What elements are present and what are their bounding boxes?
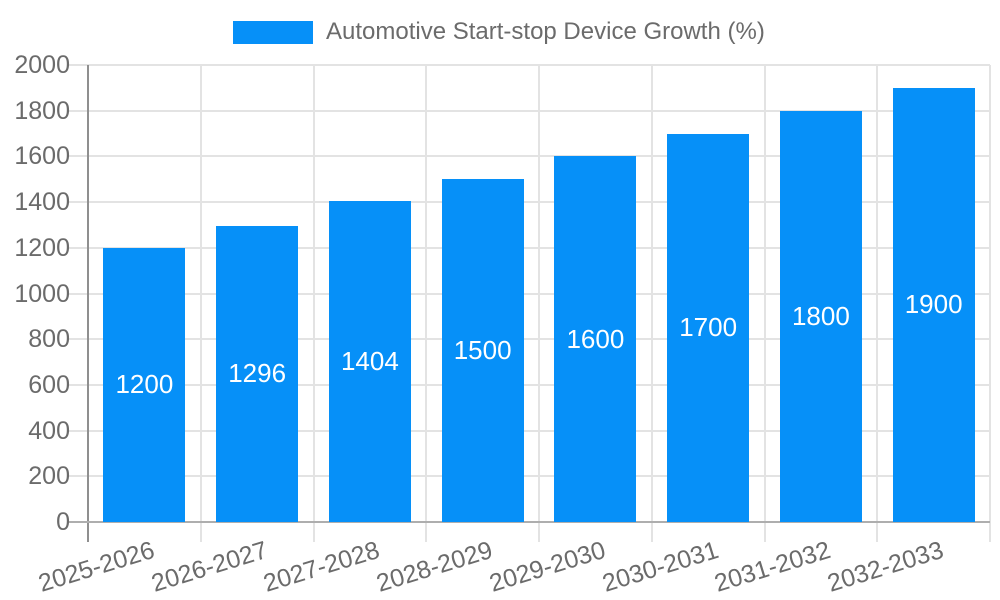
y-tick-label: 2000 [14,51,70,79]
bar-value-label: 1600 [566,323,625,354]
y-axis-line [87,65,89,542]
bar-value-label: 1200 [115,369,174,400]
chart-legend[interactable]: Automotive Start-stop Device Growth (%) [233,20,765,44]
x-tick-label: 2027-2028 [260,536,384,598]
x-tick-label: 2026-2027 [147,536,271,598]
plot-area: 1200 1296 1404 1500 1600 1700 1800 1900 [67,64,991,542]
x-tick-label: 2025-2026 [35,536,158,598]
h-gridline [67,338,990,341]
v-gridline [650,65,653,542]
bar-value-label: 1700 [679,312,738,343]
y-tick-label: 800 [28,325,70,354]
bar-value-label: 1900 [904,289,963,320]
v-gridline [199,65,202,542]
x-tick-label: 2030-2031 [598,536,722,598]
y-tick-label: 400 [28,416,70,445]
h-gridline [67,292,990,295]
x-axis-line [67,521,990,523]
bar: 1900 [892,87,975,522]
x-tick-label: 2032-2033 [824,536,947,598]
v-gridline [876,65,879,542]
bar: 1200 [103,247,186,522]
bar: 1600 [554,156,637,522]
legend-label: Automotive Start-stop Device Growth (%) [326,18,765,45]
bar: 1296 [216,225,299,522]
v-gridline [538,65,540,542]
x-tick-label: 2028-2029 [373,536,496,598]
y-tick-label: 1600 [14,142,70,171]
h-gridline [67,64,990,66]
bar-value-label: 1800 [791,300,850,331]
y-tick-label: 1200 [14,233,70,262]
v-gridline [312,65,315,542]
bar: 1800 [779,110,862,522]
v-gridline [763,65,766,542]
x-tick-label: 2031-2032 [711,536,835,598]
bar-value-label: 1296 [228,358,287,389]
y-tick-label: 1800 [14,96,70,125]
y-tick-label: 1000 [14,279,70,308]
h-gridline [67,201,990,204]
h-gridline [67,383,990,386]
y-tick-label: 600 [28,370,70,399]
legend-swatch-icon [233,20,313,44]
v-gridline [425,65,428,542]
y-tick-label: 0 [56,508,70,536]
h-gridline [67,109,990,112]
h-gridline [67,155,990,158]
y-tick-label: 200 [28,462,70,491]
bar-value-label: 1404 [340,346,399,377]
bar: 1700 [667,133,750,522]
v-gridline [989,65,991,542]
bar-value-label: 1500 [453,335,512,366]
h-gridline [67,429,990,432]
h-gridline [67,246,990,249]
bar: 1500 [441,179,524,522]
bar: 1404 [328,201,411,522]
x-tick-label: 2029-2030 [486,536,609,598]
h-gridline [67,475,990,478]
y-tick-label: 1400 [14,188,70,217]
